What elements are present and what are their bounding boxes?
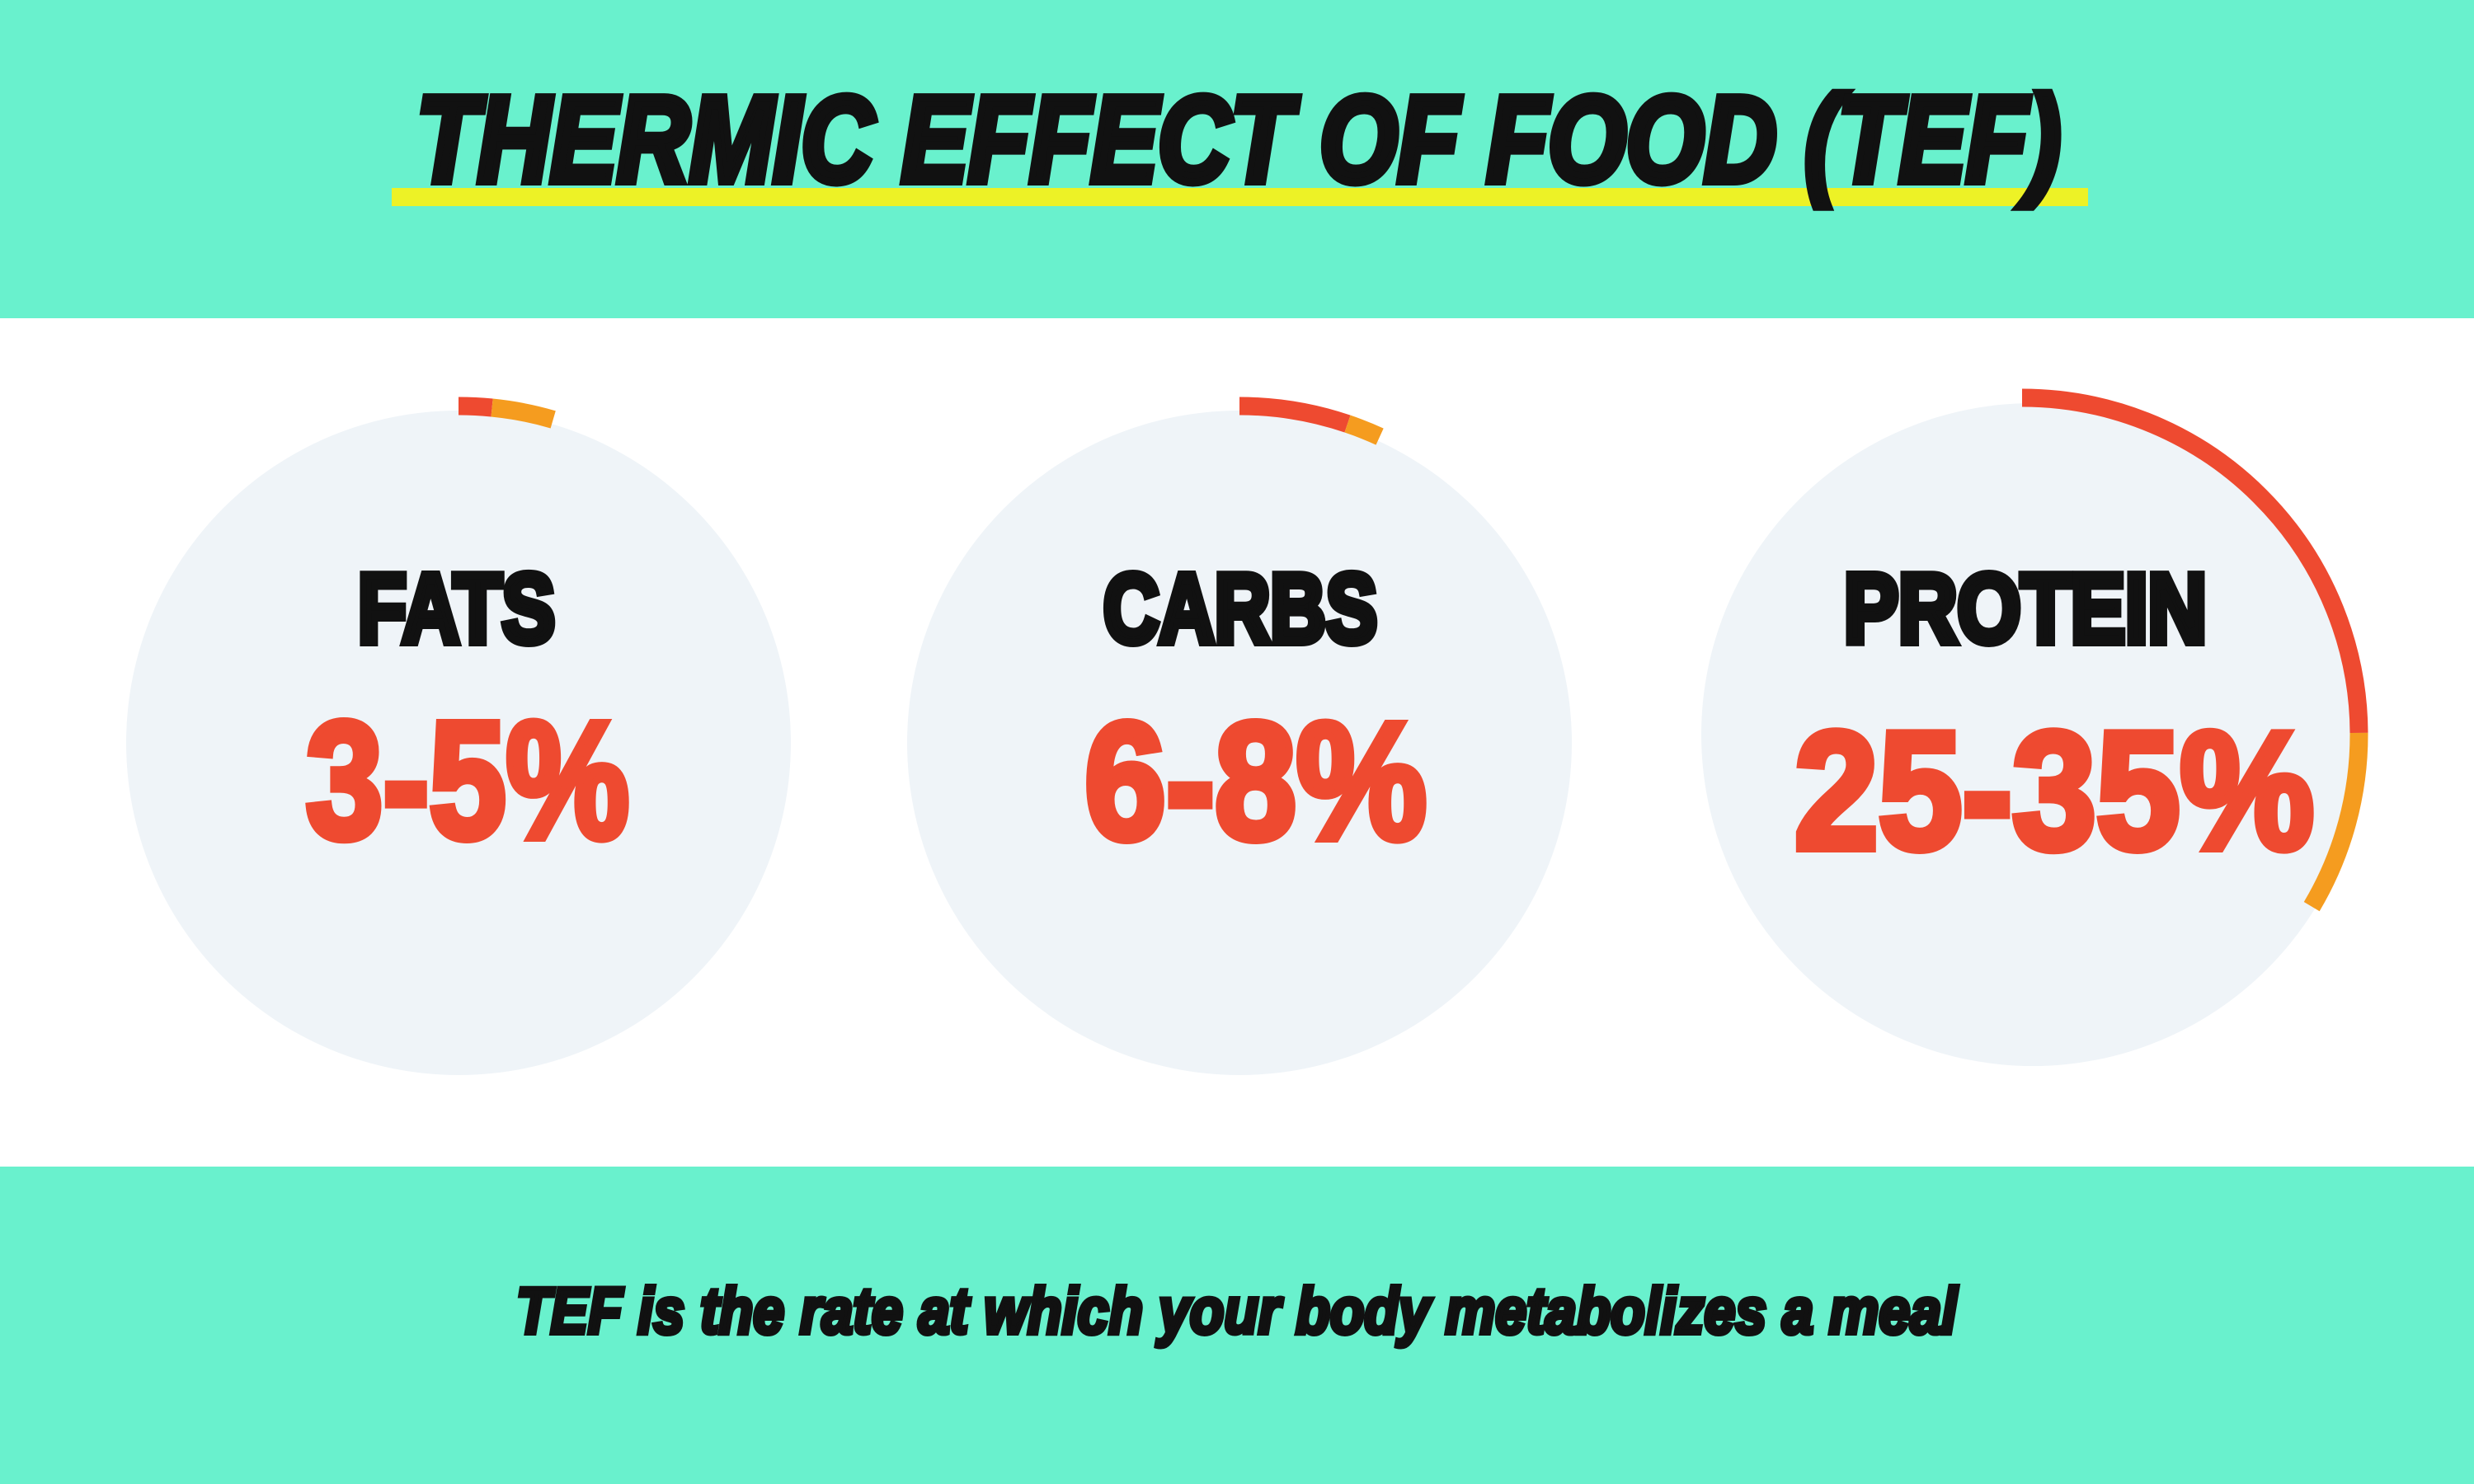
svg-text:TEF is the rate at which your: TEF is the rate at which your body metab… [516, 1274, 1959, 1347]
svg-text:PROTEIN: PROTEIN [1844, 554, 2207, 664]
svg-text:6-8%: 6-8% [1084, 688, 1427, 874]
svg-text:THERMIC EFFECT OF FOOD (TEF): THERMIC EFFECT OF FOOD (TEF) [416, 72, 2061, 208]
svg-text:3-5%: 3-5% [306, 687, 629, 873]
svg-text:25-35%: 25-35% [1794, 697, 2314, 885]
svg-text:FATS: FATS [358, 554, 555, 664]
svg-text:CARBS: CARBS [1103, 554, 1377, 664]
